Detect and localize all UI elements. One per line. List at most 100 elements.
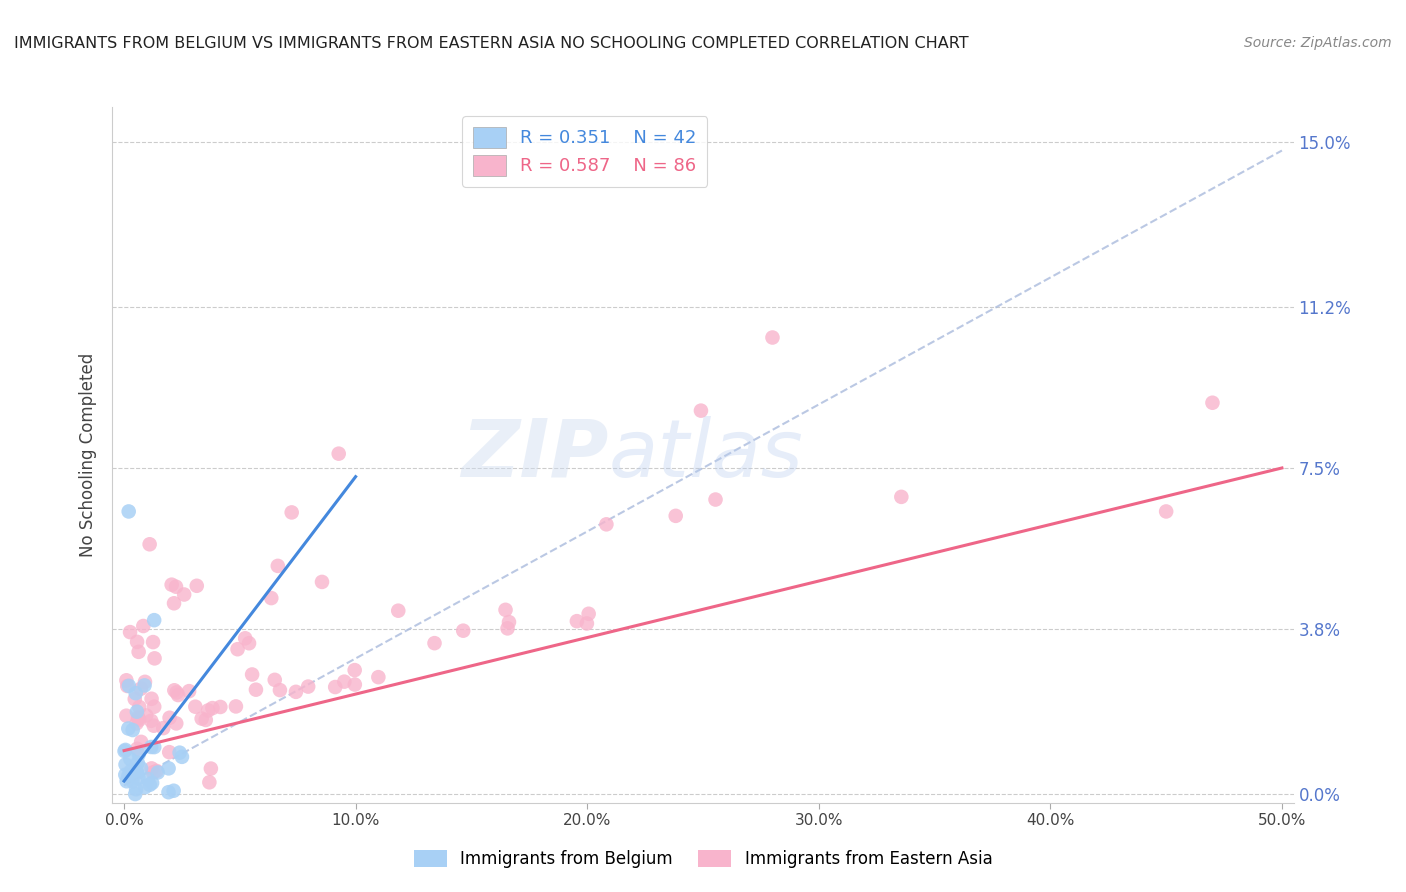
Point — [134, 678, 156, 692]
Text: atlas: atlas — [609, 416, 803, 494]
Point — [263, 673, 285, 687]
Point — [117, 679, 139, 693]
Point — [209, 700, 232, 714]
Point — [138, 537, 160, 551]
Point — [170, 749, 193, 764]
Point — [267, 558, 290, 573]
Point — [143, 740, 166, 755]
Point — [163, 783, 186, 797]
Point — [122, 768, 145, 782]
Point — [169, 746, 191, 760]
Point — [343, 677, 366, 691]
Point — [163, 596, 186, 610]
Point — [238, 636, 260, 650]
Point — [134, 780, 156, 794]
Point — [163, 683, 186, 698]
Point — [141, 776, 163, 790]
Point — [578, 607, 600, 621]
Point — [890, 490, 912, 504]
Point — [125, 716, 148, 731]
Point — [177, 684, 200, 698]
Point — [143, 651, 166, 665]
Point — [114, 757, 136, 772]
Point — [387, 604, 409, 618]
Point — [134, 674, 156, 689]
Point — [197, 703, 219, 717]
Point — [118, 679, 141, 693]
Point — [125, 705, 148, 719]
Point — [284, 685, 307, 699]
Point — [323, 680, 346, 694]
Point — [143, 613, 166, 627]
Point — [127, 710, 149, 724]
Point — [198, 775, 221, 789]
Point — [127, 756, 149, 770]
Point — [157, 745, 180, 759]
Point — [157, 761, 180, 775]
Point — [141, 761, 163, 775]
Point — [343, 663, 366, 677]
Point — [127, 741, 149, 756]
Point — [120, 625, 142, 640]
Point — [165, 716, 187, 731]
Text: Source: ZipAtlas.com: Source: ZipAtlas.com — [1244, 36, 1392, 50]
Point — [127, 771, 149, 785]
Point — [226, 642, 249, 657]
Point — [186, 579, 208, 593]
Point — [190, 712, 212, 726]
Point — [297, 680, 319, 694]
Point — [115, 774, 138, 789]
Point — [159, 711, 181, 725]
Point — [132, 619, 155, 633]
Point — [124, 692, 146, 706]
Point — [142, 765, 165, 780]
Point — [704, 492, 727, 507]
Point — [201, 701, 224, 715]
Point — [124, 787, 146, 801]
Point — [333, 674, 356, 689]
Point — [260, 591, 283, 605]
Point — [423, 636, 446, 650]
Point — [143, 699, 166, 714]
Point — [121, 723, 143, 737]
Legend: R = 0.351    N = 42, R = 0.587    N = 86: R = 0.351 N = 42, R = 0.587 N = 86 — [463, 116, 707, 186]
Point — [575, 616, 598, 631]
Point — [495, 603, 517, 617]
Point — [451, 624, 474, 638]
Point — [200, 762, 222, 776]
Point — [498, 615, 520, 629]
Point — [141, 739, 163, 754]
Point — [141, 691, 163, 706]
Point — [761, 330, 783, 344]
Point — [145, 764, 167, 778]
Point — [128, 713, 150, 727]
Y-axis label: No Schooling Completed: No Schooling Completed — [79, 353, 97, 557]
Point — [125, 686, 148, 700]
Point — [121, 774, 143, 789]
Point — [565, 614, 588, 628]
Point — [269, 683, 291, 698]
Point — [233, 632, 256, 646]
Point — [1154, 504, 1177, 518]
Point — [127, 635, 149, 649]
Point — [125, 764, 148, 779]
Text: IMMIGRANTS FROM BELGIUM VS IMMIGRANTS FROM EASTERN ASIA NO SCHOOLING COMPLETED C: IMMIGRANTS FROM BELGIUM VS IMMIGRANTS FR… — [14, 36, 969, 51]
Point — [129, 735, 152, 749]
Point — [120, 752, 142, 766]
Point — [120, 764, 142, 778]
Point — [311, 574, 333, 589]
Point — [127, 711, 149, 725]
Point — [128, 700, 150, 714]
Point — [114, 744, 136, 758]
Point — [125, 782, 148, 797]
Point — [118, 504, 141, 518]
Point — [167, 688, 190, 702]
Point — [114, 743, 136, 757]
Point — [114, 768, 136, 782]
Point — [128, 645, 150, 659]
Point — [124, 766, 146, 780]
Point — [136, 772, 159, 786]
Point — [117, 722, 139, 736]
Text: ZIP: ZIP — [461, 416, 609, 494]
Point — [184, 699, 207, 714]
